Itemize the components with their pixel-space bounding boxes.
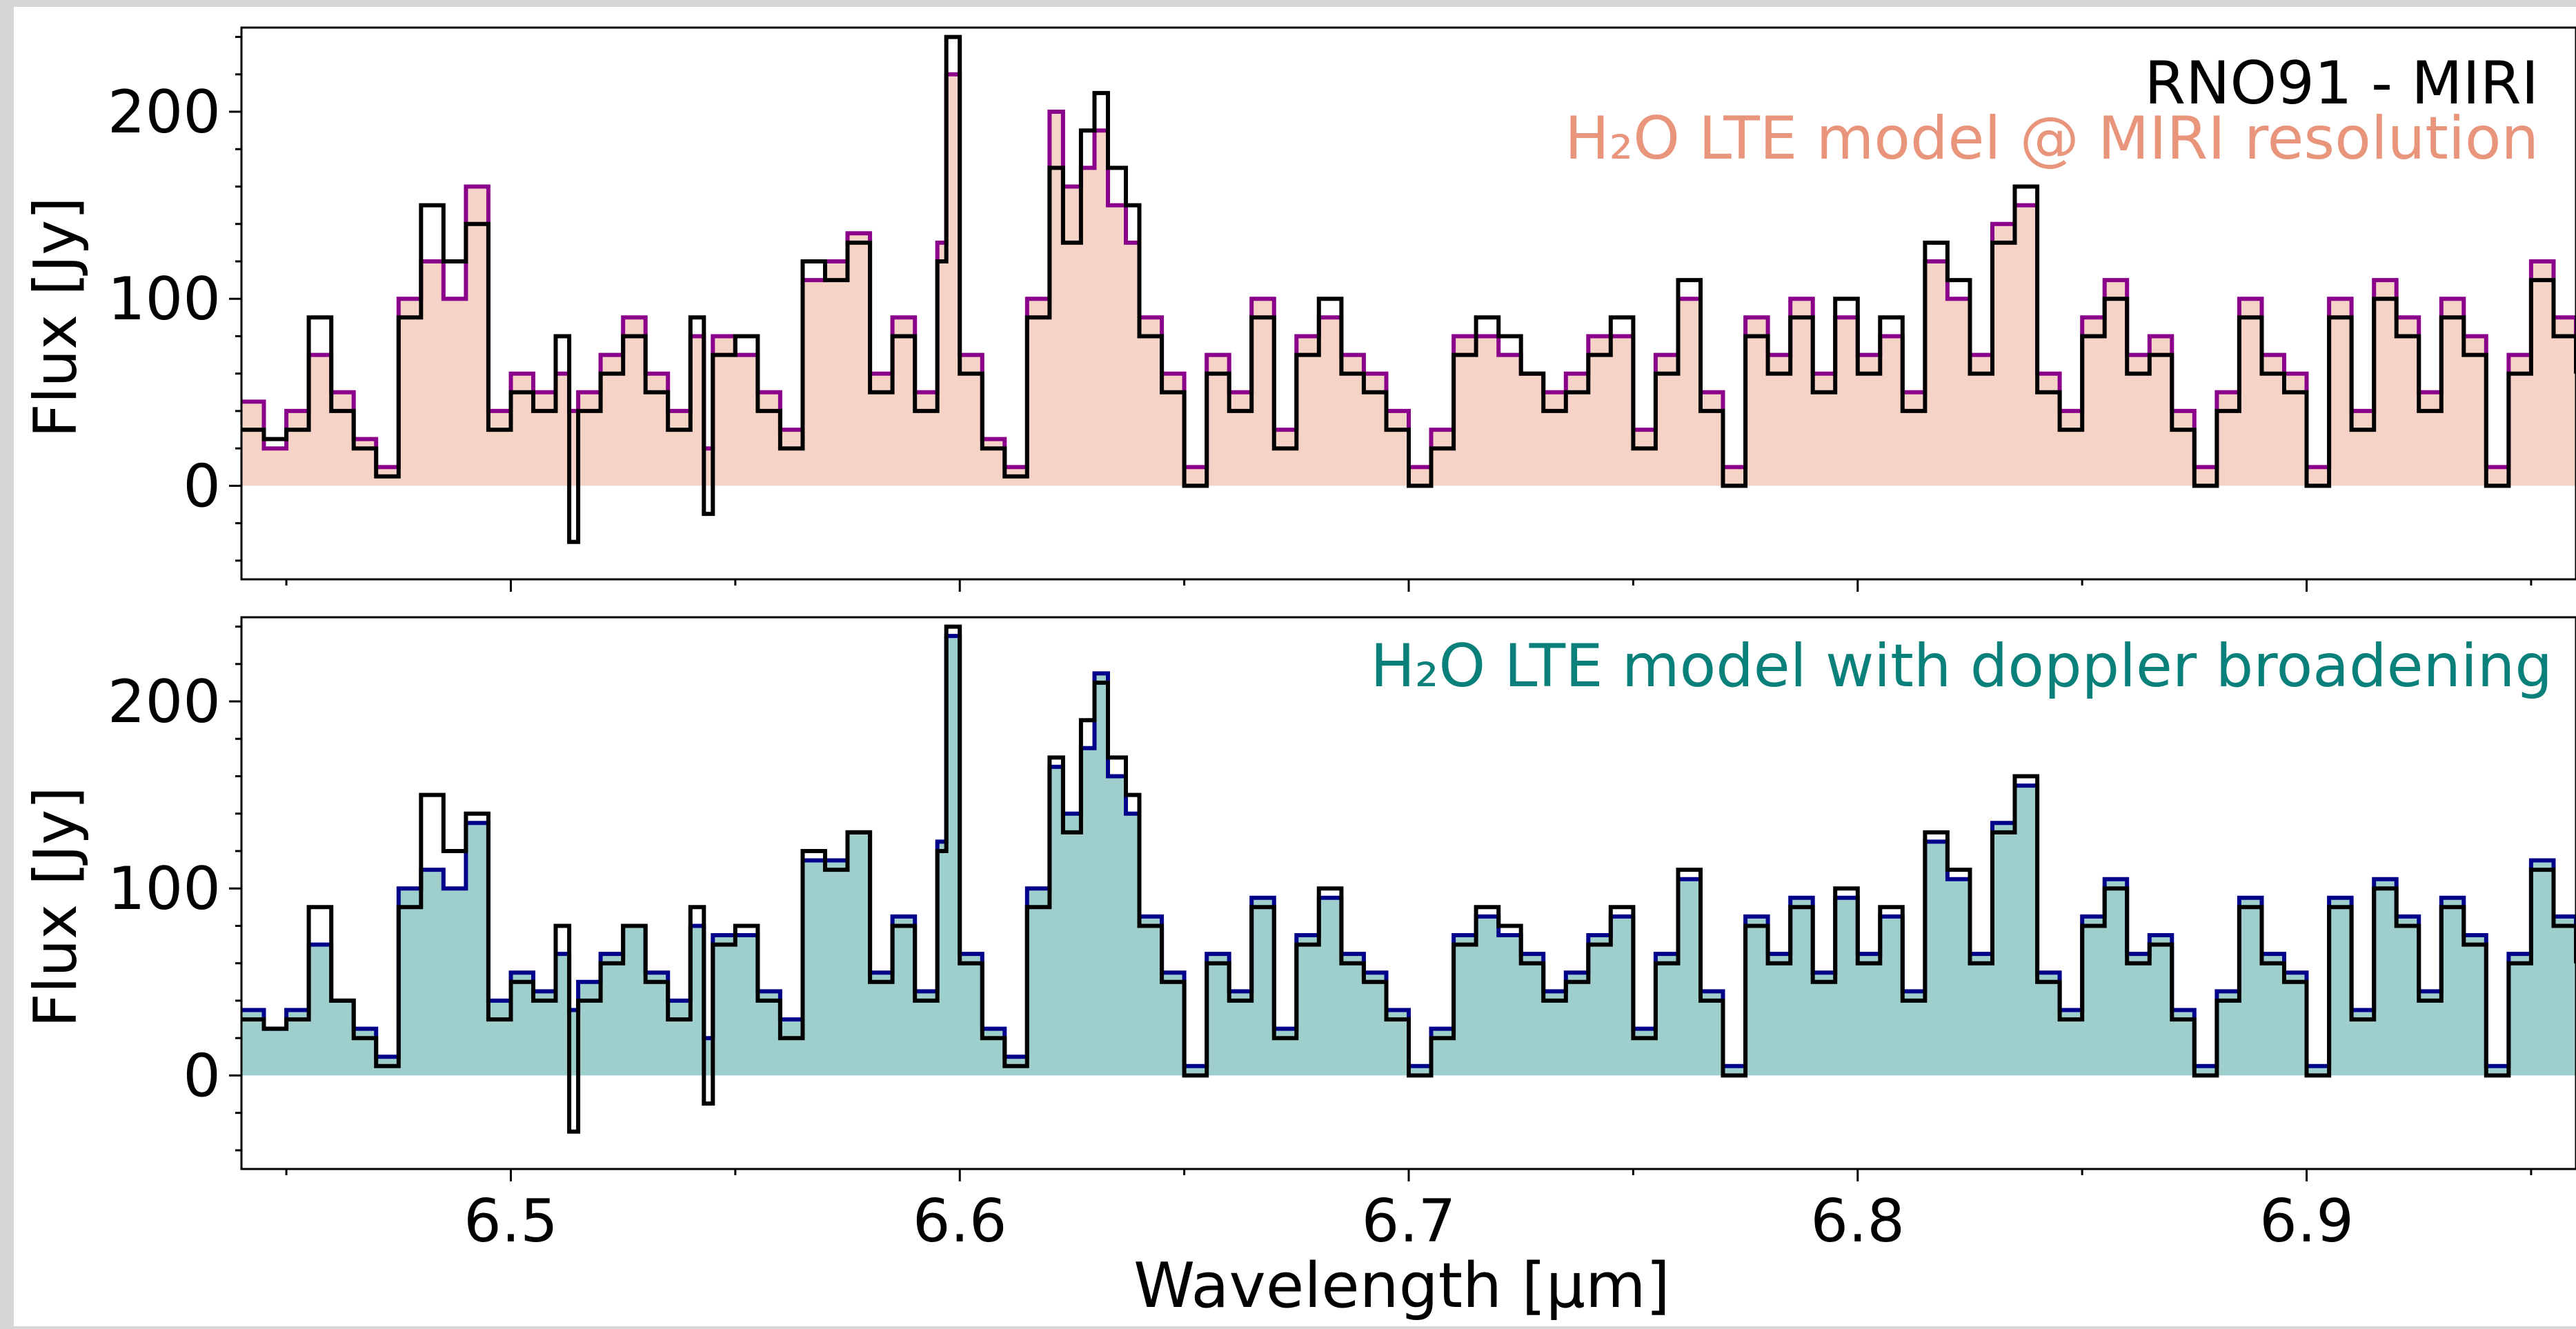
spectra-chart: 0 100 200 Flux [Jy] RNO91 - MIRI H₂O LTE m… [21,26,2576,1322]
y-axis-ticks: 0 100 200 [108,626,241,1152]
y-tick-label: 0 [183,452,221,521]
observed-series-line [241,624,2576,1134]
annotation-observed: RNO91 - MIRI [2144,49,2539,118]
x-axis-ticks [285,579,2533,592]
y-axis-label: Flux [Jy] [21,197,90,437]
observed-line-path [241,34,2576,544]
x-tick-label: 6.8 [1810,1187,1905,1256]
y-tick-label: 200 [108,78,221,147]
x-tick-label: 6.5 [464,1187,558,1256]
y-tick-label: 0 [183,1041,221,1110]
y-tick-label: 100 [108,265,221,334]
x-tick-label: 6.7 [1362,1187,1456,1256]
observed-series-line [241,34,2576,544]
x-tick-label: 6.9 [2259,1187,2354,1256]
figure: 0 100 200 Flux [Jy] RNO91 - MIRI H₂O LTE m… [14,7,2576,1326]
annotation-model: H₂O LTE model @ MIRI resolution [1565,104,2539,173]
bottom-panel: 0 100 200 6.5 6.6 6.7 6.8 6.9 Flux [Jy] H₂O LT… [21,616,2576,1322]
x-axis-ticks: 6.5 6.6 6.7 6.8 6.9 [285,1169,2533,1256]
y-tick-label: 200 [108,668,221,737]
model-fill-path [241,74,2576,486]
x-tick-label: 6.6 [913,1187,1007,1256]
annotation-model: H₂O LTE model with doppler broadening [1370,632,2553,701]
x-axis-label: Wavelength [µm] [1133,1250,1670,1322]
top-panel: 0 100 200 Flux [Jy] RNO91 - MIRI H₂O LTE m… [21,26,2576,592]
observed-line-path [241,624,2576,1134]
y-axis-ticks: 0 100 200 [108,36,241,562]
y-tick-label: 100 [108,855,221,923]
model-fill-area [241,636,2576,1076]
model-fill-path [241,636,2576,1076]
model-fill-area [241,74,2576,486]
y-axis-label: Flux [Jy] [21,786,90,1027]
